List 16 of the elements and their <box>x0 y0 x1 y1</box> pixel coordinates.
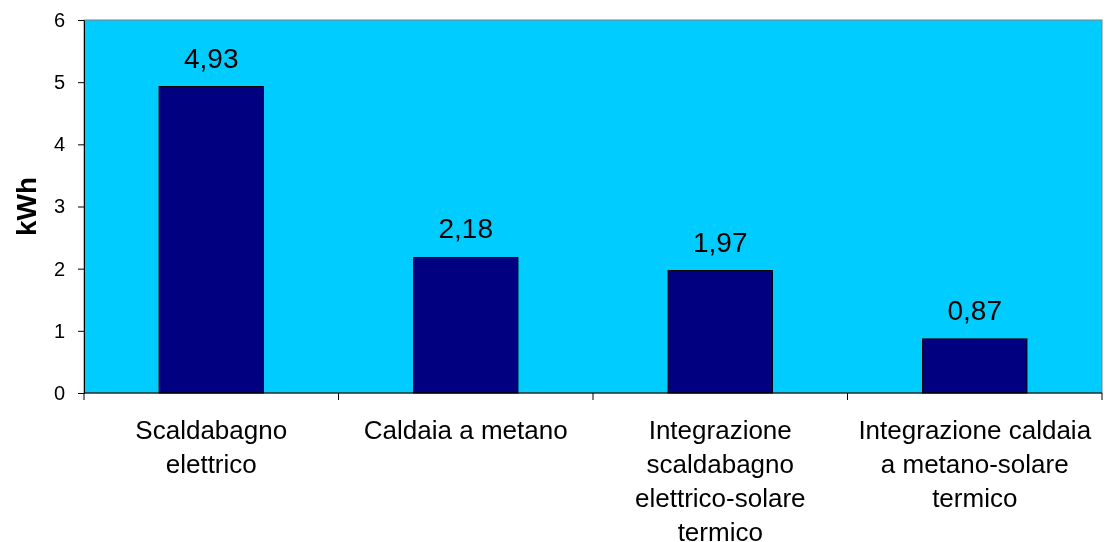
data-label: 2,18 <box>438 213 493 245</box>
x-tick-label: Integrazione scaldabagno elettrico-solare termico <box>634 415 806 542</box>
data-label: 4,93 <box>184 42 239 74</box>
x-tick-label: Caldaia a metano <box>363 415 568 445</box>
x-tick-label: Integrazione caldaia a metano-solare termico <box>858 415 1092 513</box>
y-tick-label: 6 <box>53 8 65 31</box>
data-label: 0,87 <box>947 294 1002 326</box>
y-tick-label: 5 <box>53 71 65 94</box>
x-tick-label: Scaldabagno elettrico <box>135 415 288 479</box>
y-tick-label: 3 <box>53 195 65 218</box>
y-tick-label: 1 <box>53 319 65 342</box>
y-tick-label: 2 <box>53 257 65 280</box>
data-label: 1,97 <box>693 226 748 258</box>
y-tick-label: 4 <box>53 133 65 156</box>
y-axis-title: kWh <box>11 176 42 237</box>
y-tick-label: 0 <box>53 381 65 404</box>
